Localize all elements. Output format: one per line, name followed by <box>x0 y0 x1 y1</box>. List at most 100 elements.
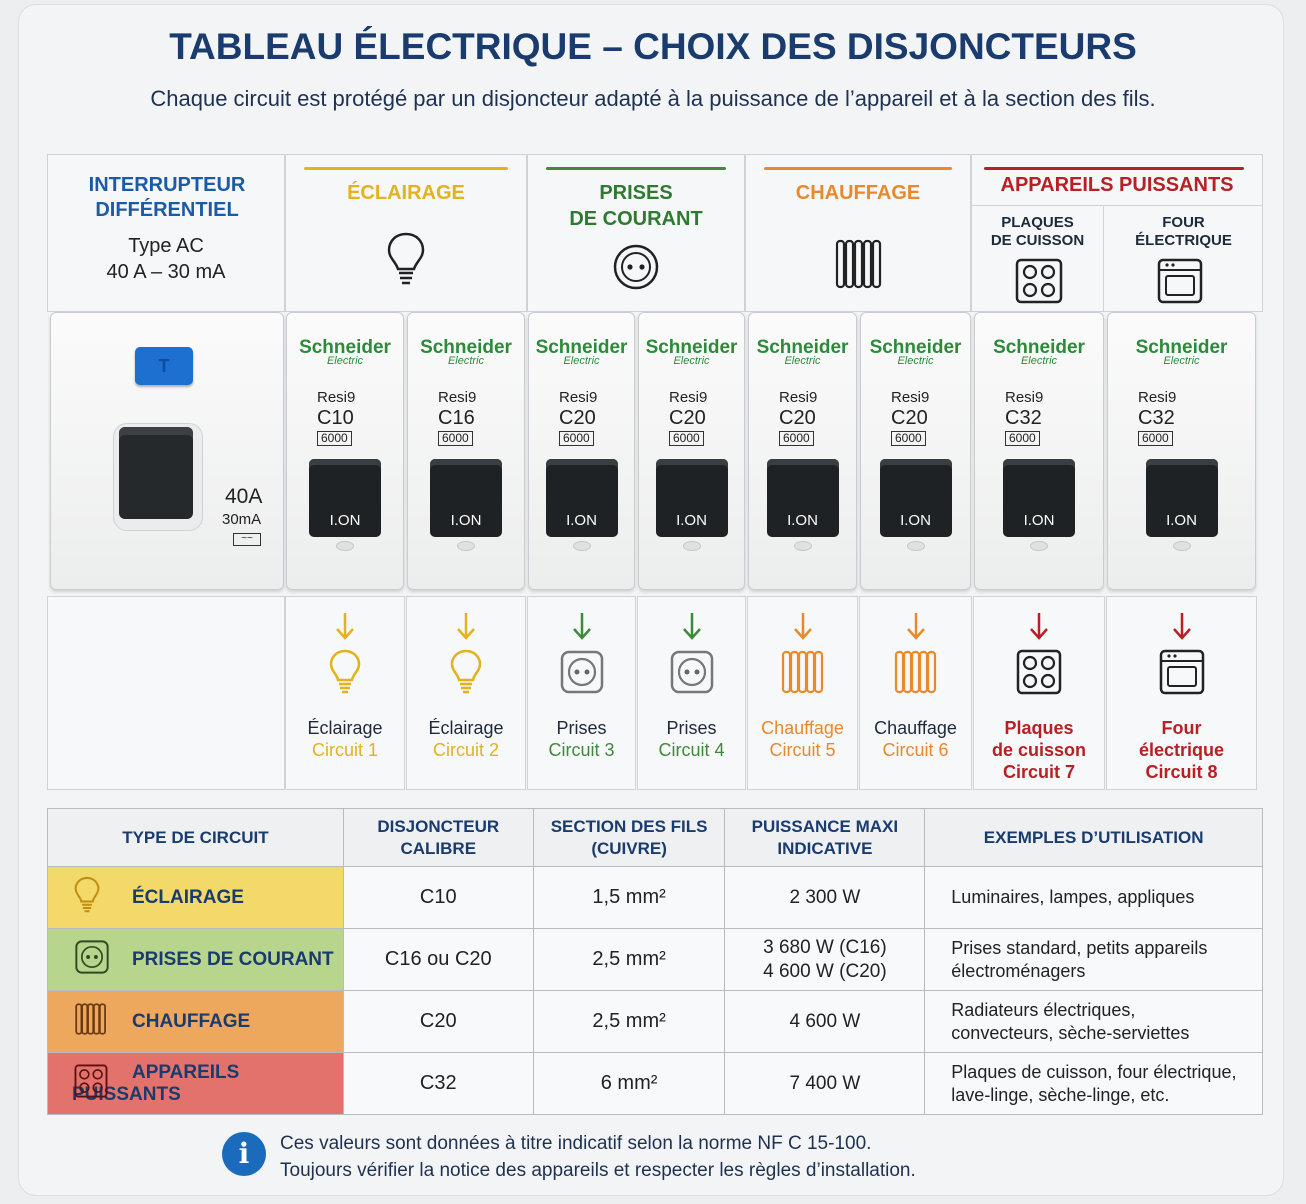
lever-label: I.ON <box>676 512 707 529</box>
circuit-label-8: Four électrique Circuit 8 <box>1106 596 1257 790</box>
breaker-lever[interactable]: I.ON <box>430 459 502 537</box>
circuit-name: Chauffage <box>761 718 844 738</box>
footnote-line-1: Ces valeurs sont données à titre indicat… <box>280 1133 872 1154</box>
breaker-lever[interactable]: I.ON <box>655 459 728 537</box>
breaker-calibre: C16 <box>438 407 475 429</box>
label-differentiel-blank <box>47 596 285 790</box>
brand-sub: Electric <box>1020 355 1058 367</box>
breaker-calibre: C20 <box>779 407 816 429</box>
cell-calibre: C32 <box>342 1052 534 1115</box>
breaker-screw <box>1030 541 1048 551</box>
breaker-8: Schneider Electric Resi9 C32 6000 I.ON <box>1107 312 1256 590</box>
cell-section: 2,5 mm² <box>532 990 726 1053</box>
row-icon <box>74 939 110 981</box>
breaker-screw <box>572 541 591 551</box>
breaker-model: Resi9 <box>779 389 818 406</box>
breaker-lever[interactable]: I.ON <box>766 459 839 537</box>
circuit-icon <box>559 649 605 700</box>
breaker-row: T 40A 30mA ~~ Schneider Electric Resi9 C1… <box>47 312 1263 594</box>
lever-label: I.ON <box>900 512 931 529</box>
lever-label: I.ON <box>1166 512 1197 529</box>
circuit-icon <box>669 649 715 700</box>
bulb-icon <box>387 232 425 285</box>
brand-sub: Electric <box>326 355 364 367</box>
eclairage-title: ÉCLAIRAGE <box>347 182 465 204</box>
circuit-label-1: Éclairage Circuit 1 <box>285 596 405 790</box>
cell-type: ÉCLAIRAGE <box>47 866 344 929</box>
page-subtitle: Chaque circuit est protégé par un disjon… <box>150 86 1156 111</box>
oven-icon <box>1157 258 1203 304</box>
puissance-line-1: 4 600 W <box>789 1010 861 1032</box>
breaker-rating: 6000 <box>891 431 926 446</box>
lever-label: I.ON <box>329 512 361 529</box>
bulb-icon <box>450 649 482 694</box>
row-icon <box>74 876 100 920</box>
circuit-label-4: Prises Circuit 4 <box>637 596 746 790</box>
breaker-screw <box>336 541 354 551</box>
cooktop-icon <box>1016 649 1062 695</box>
down-arrow-icon <box>906 613 925 640</box>
breaker-model: Resi9 <box>669 389 708 406</box>
th-calibre-label-1: DISJONCTEUR <box>377 816 500 836</box>
circuit-name: Four <box>1161 718 1202 738</box>
circuit-name-2: électrique <box>1138 740 1225 760</box>
test-button[interactable]: T <box>135 347 193 385</box>
brand-logo: Schneider Electric <box>861 338 970 367</box>
circuit-name: Éclairage <box>428 718 504 738</box>
four-title-1: FOUR <box>1162 214 1205 231</box>
plaques-cell: PLAQUES DE CUISSON <box>972 205 1104 312</box>
header-differentiel: INTERRUPTEUR DIFFÉRENTIEL Type AC 40 A –… <box>47 154 285 312</box>
cell-exemples: Radiateurs électriques, convecteurs, sèch… <box>924 990 1263 1053</box>
circuit-name: Prises <box>556 718 607 738</box>
breaker-screw <box>457 541 475 551</box>
brand-name: Schneider <box>1135 337 1228 358</box>
circuit-label-6: Chauffage Circuit 6 <box>859 596 972 790</box>
breaker-lever[interactable]: I.ON <box>545 459 618 537</box>
down-arrow-icon <box>336 613 354 640</box>
breaker-lever[interactable]: I.ON <box>1145 459 1218 537</box>
brand-name: Schneider <box>535 337 628 358</box>
circuit-number: Circuit 4 <box>658 740 725 760</box>
brand-logo: Schneider Electric <box>408 338 524 367</box>
circuit-text: Chauffage Circuit 5 <box>748 717 857 761</box>
exemples-line-1: Radiateurs électriques, <box>951 999 1136 1020</box>
breaker-lever[interactable]: I.ON <box>309 459 381 537</box>
cell-exemples: Prises standard, petits appareils électro… <box>924 928 1263 991</box>
breaker-table: TYPE DE CIRCUIT DISJONCTEUR CALIBRE SECTI… <box>47 808 1263 1115</box>
differential-ma: 30mA <box>222 511 262 528</box>
exemples-line-1: Prises standard, petits appareils <box>951 937 1208 958</box>
down-arrow-icon <box>572 613 591 640</box>
circuit-label-2: Éclairage Circuit 2 <box>406 596 526 790</box>
breaker-model: Resi9 <box>559 389 598 406</box>
breaker-calibre: C32 <box>1138 407 1175 429</box>
th-section-label-2: (CUIVRE) <box>591 838 667 858</box>
row-icon <box>74 1001 108 1043</box>
socket-icon <box>560 650 603 694</box>
breaker-lever[interactable]: I.ON <box>879 459 952 537</box>
footnote-line-2: Toujours vérifier la notice des appareil… <box>280 1160 916 1181</box>
table-row: CHAUFFAGE C20 2,5 mm² 4 600 W Radiateurs… <box>47 990 1263 1053</box>
info-icon: i <box>222 1132 266 1176</box>
cell-section: 6 mm² <box>532 1052 726 1115</box>
circuit-name: Prises <box>666 718 717 738</box>
row-type-label: APPAREILS PUISSANTS <box>72 1061 240 1105</box>
circuit-icon <box>893 649 939 700</box>
exemples-line-2: convecteurs, sèche-serviettes <box>951 1022 1190 1043</box>
header-chauffage: CHAUFFAGE <box>745 154 971 312</box>
breaker-calibre: C32 <box>1005 407 1042 429</box>
breaker-model: Resi9 <box>1138 389 1177 406</box>
brand-logo: Schneider Electric <box>529 337 634 367</box>
circuit-icon <box>1016 649 1062 700</box>
circuit-number: Circuit 7 <box>1002 762 1076 782</box>
cell-type: PRISES DE COURANT <box>47 928 344 991</box>
lever-label: I.ON <box>1023 512 1055 529</box>
breaker-model: Resi9 <box>1005 389 1044 406</box>
brand-name: Schneider <box>756 337 849 358</box>
differential-lever-handle[interactable] <box>119 427 193 519</box>
th-puissance: PUISSANCE MAXI INDICATIVE <box>724 808 926 867</box>
circuit-number: Circuit 2 <box>432 740 499 760</box>
breaker-lever[interactable]: I.ON <box>1003 459 1075 537</box>
cell-calibre: C20 <box>342 990 534 1053</box>
bulb-icon <box>74 876 100 912</box>
circuit-icon <box>780 649 826 700</box>
